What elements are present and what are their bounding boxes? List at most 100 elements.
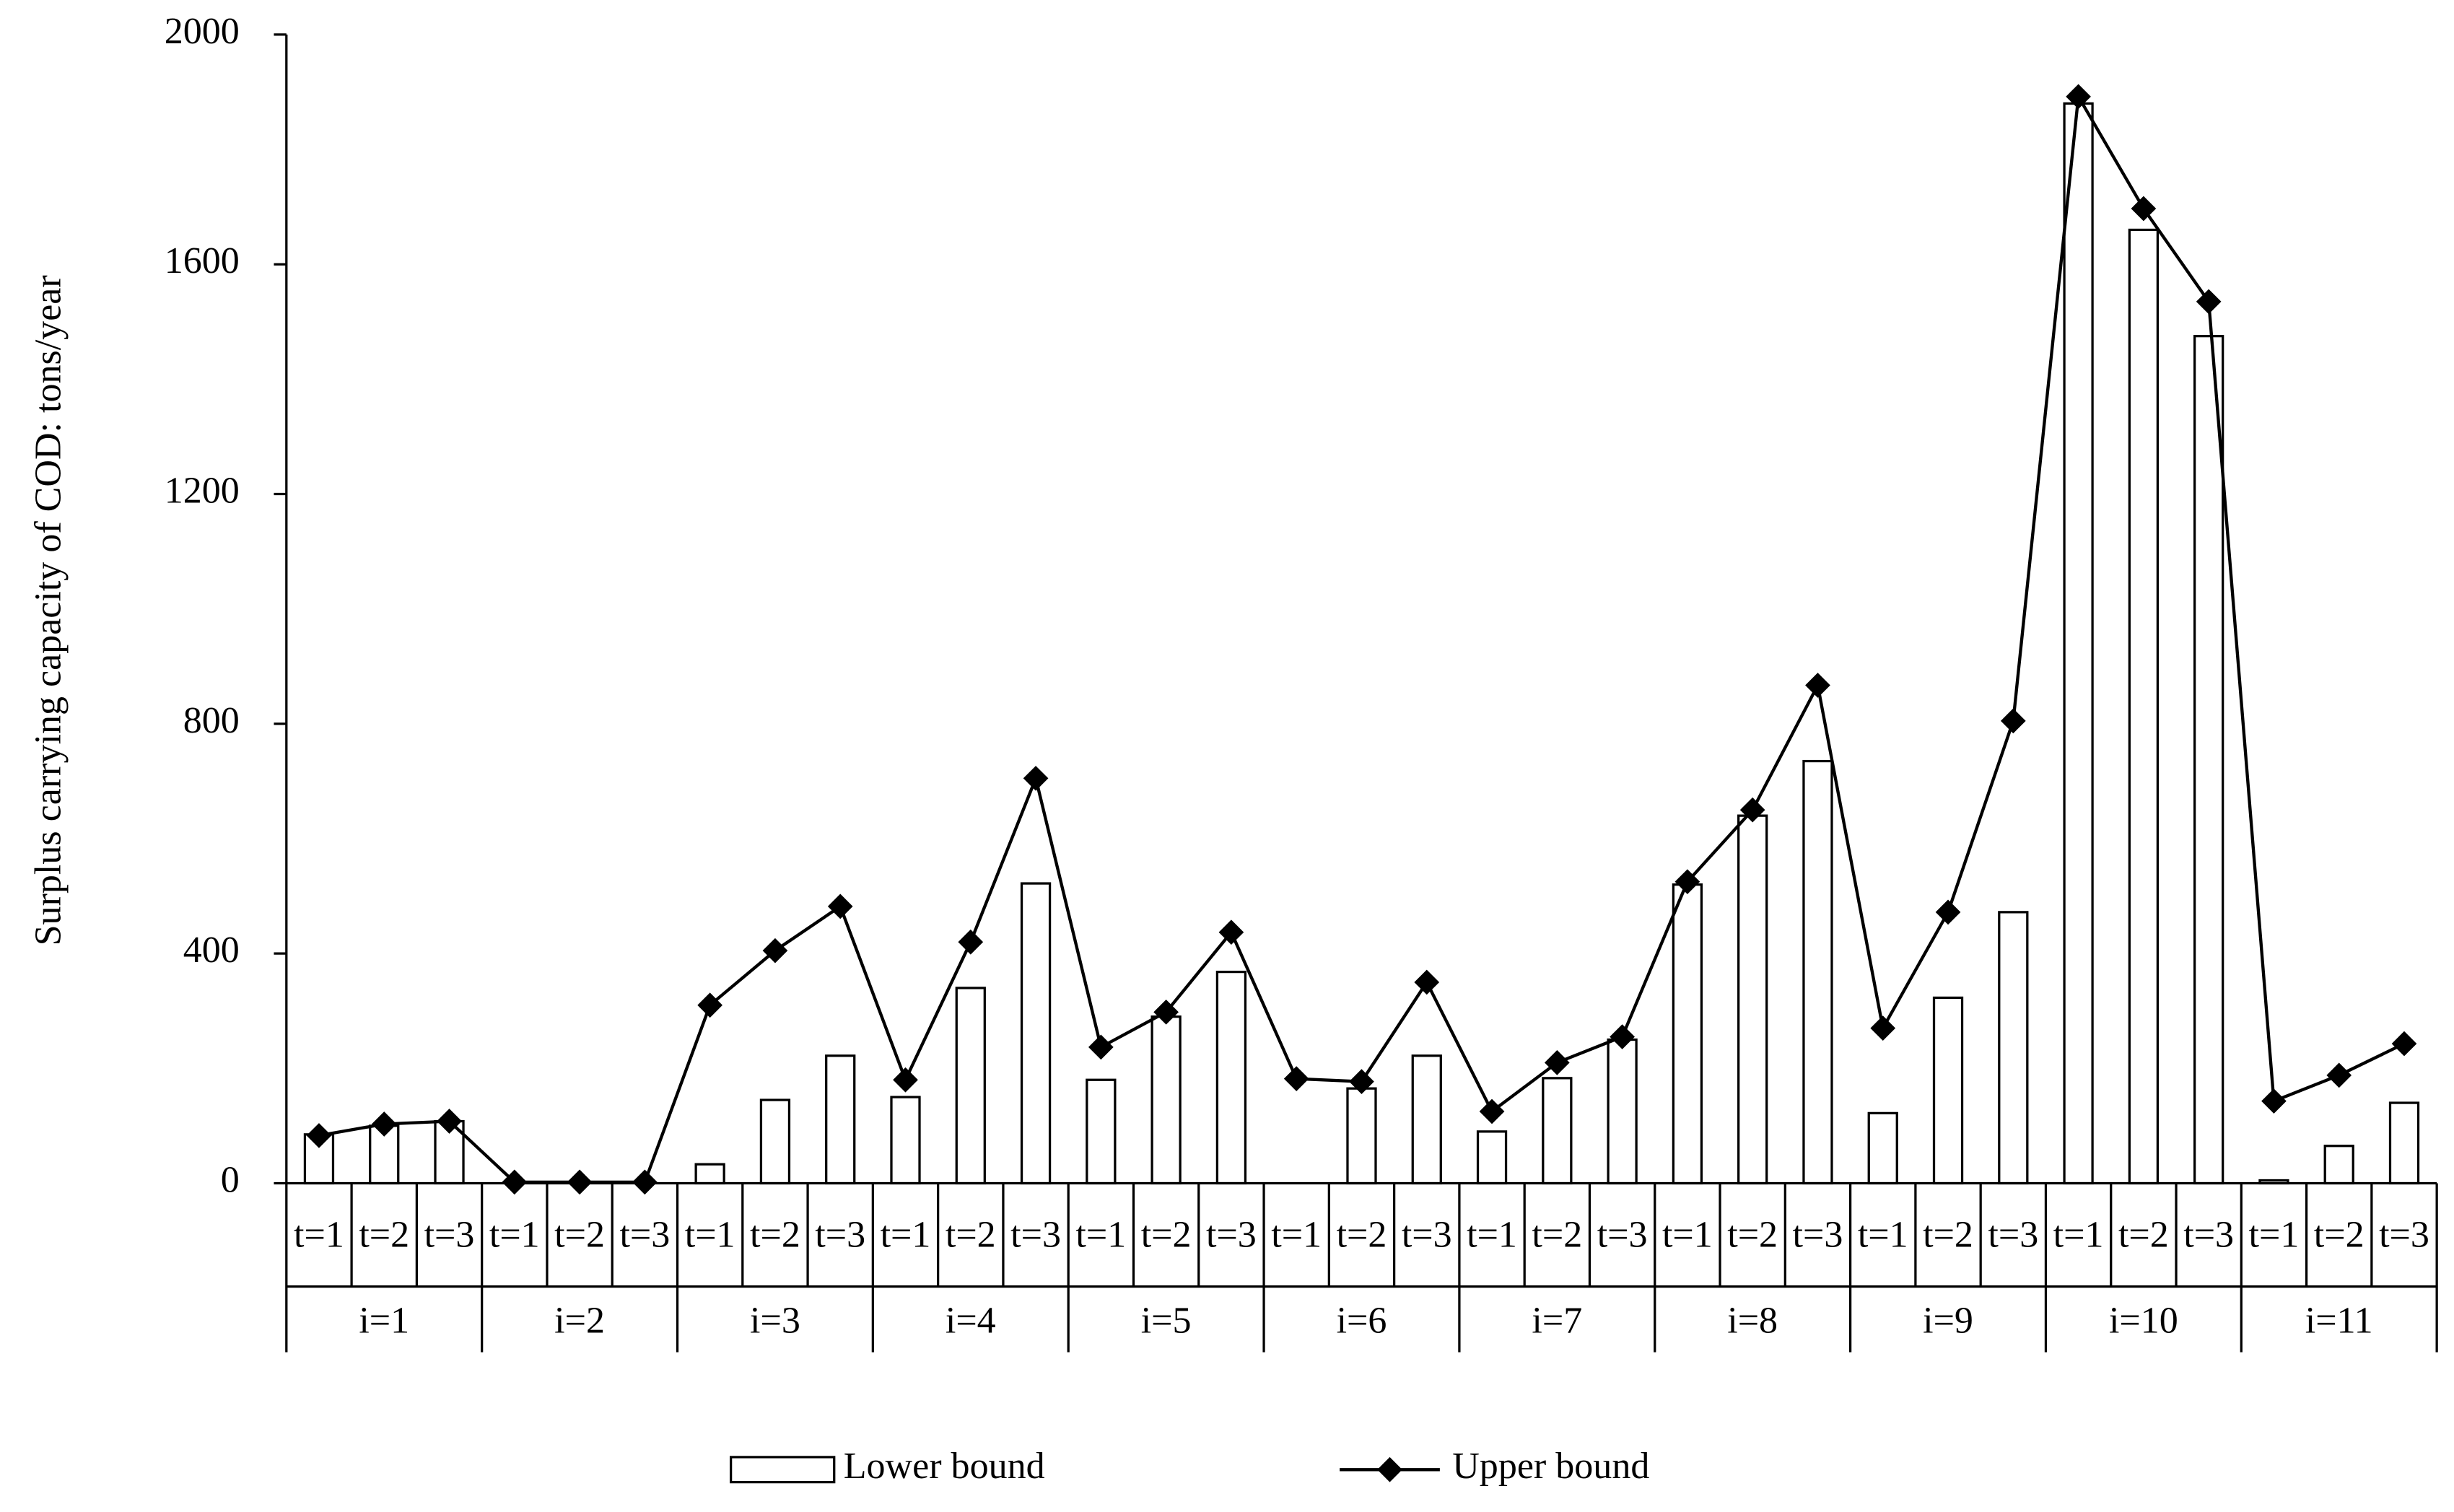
marker	[632, 1169, 658, 1195]
marker	[1870, 1015, 1896, 1041]
group-label: i=8	[1727, 1301, 1778, 1342]
x-tick-label: t=3	[815, 1214, 865, 1255]
y-tick-label: 0	[221, 1159, 240, 1200]
x-tick-label: t=1	[685, 1214, 735, 1255]
bar	[1346, 1087, 1377, 1185]
marker	[2196, 289, 2222, 315]
bar	[1476, 1130, 1508, 1185]
x-tick-label: t=2	[1141, 1214, 1192, 1255]
x-tick-label: t=2	[1532, 1214, 1582, 1255]
x-tick-label: t=1	[1858, 1214, 1908, 1255]
legend-label: Lower bound	[844, 1446, 1045, 1487]
bar	[1802, 759, 1833, 1185]
y-tick-label: 400	[183, 930, 240, 971]
x-tick-label: t=3	[1010, 1214, 1061, 1255]
marker	[1610, 1024, 1635, 1049]
marker	[502, 1169, 528, 1195]
marker	[1935, 899, 1961, 925]
bar	[759, 1098, 791, 1185]
marker	[306, 1123, 332, 1148]
legend-label: Upper bound	[1452, 1446, 1649, 1487]
x-tick-label: t=2	[1727, 1214, 1778, 1255]
marker	[437, 1109, 462, 1134]
x-tick-label: t=3	[424, 1214, 475, 1255]
bar	[1086, 1078, 1117, 1185]
x-tick-label: t=2	[1923, 1214, 1973, 1255]
marker	[2391, 1031, 2417, 1057]
marker	[827, 893, 853, 919]
x-tick-label: t=3	[2183, 1214, 2234, 1255]
legend-swatch	[730, 1456, 836, 1484]
bar	[1998, 911, 2029, 1185]
x-tick-label: t=1	[2249, 1214, 2300, 1255]
bar	[825, 1054, 856, 1185]
marker	[1479, 1098, 1505, 1124]
y-tick-label: 800	[183, 700, 240, 741]
bar	[1672, 883, 1703, 1185]
marker	[1218, 919, 1244, 945]
x-tick-label: t=2	[359, 1214, 409, 1255]
x-tick-label: t=1	[1467, 1214, 1517, 1255]
x-tick-label: t=1	[2053, 1214, 2104, 1255]
bar	[1867, 1111, 1898, 1185]
x-tick-label: t=2	[750, 1214, 800, 1255]
x-tick-label: t=1	[1662, 1214, 1713, 1255]
x-tick-label: t=2	[2314, 1214, 2365, 1255]
x-tick-label: t=2	[946, 1214, 996, 1255]
y-tick-label: 1600	[165, 240, 240, 281]
x-tick-label: t=1	[1075, 1214, 1126, 1255]
marker	[1283, 1066, 1309, 1091]
x-tick-label: t=2	[1337, 1214, 1387, 1255]
bar	[1737, 814, 1768, 1185]
marker	[2000, 708, 2026, 734]
marker	[2326, 1062, 2352, 1088]
marker	[893, 1067, 918, 1093]
group-label: i=11	[2305, 1301, 2373, 1342]
x-tick-label: t=3	[1402, 1214, 1452, 1255]
bar	[2193, 335, 2224, 1185]
bar	[694, 1163, 725, 1185]
bar	[1215, 970, 1247, 1185]
marker	[2131, 196, 2157, 222]
marker	[1414, 969, 1440, 995]
bar	[2258, 1179, 2289, 1185]
marker	[1674, 869, 1700, 895]
y-axis-title: Surplus carrying capacity of COD: tons/y…	[27, 275, 69, 945]
y-tick-label: 1200	[165, 470, 240, 511]
marker	[1153, 999, 1179, 1025]
x-tick-label: t=1	[489, 1214, 540, 1255]
bar	[2063, 102, 2094, 1185]
y-tick-label: 2000	[165, 11, 240, 52]
marker	[1023, 766, 1049, 791]
marker	[1544, 1050, 1570, 1075]
marker	[2261, 1088, 2287, 1114]
marker	[958, 929, 984, 955]
group-label: i=5	[1141, 1301, 1192, 1342]
marker	[1739, 797, 1765, 823]
bar	[1150, 1015, 1182, 1185]
x-tick-label: t=3	[1793, 1214, 1843, 1255]
bar	[2323, 1145, 2354, 1185]
bar	[2128, 228, 2160, 1185]
x-tick-label: t=3	[1988, 1214, 2038, 1255]
bar	[955, 987, 986, 1185]
bar	[1020, 882, 1052, 1185]
x-tick-label: t=3	[1597, 1214, 1648, 1255]
group-label: i=9	[1923, 1301, 1973, 1342]
group-label: i=1	[359, 1301, 409, 1342]
marker	[567, 1169, 593, 1195]
marker	[1349, 1069, 1374, 1094]
bar	[2388, 1101, 2420, 1185]
marker	[762, 938, 788, 963]
x-tick-label: t=2	[2118, 1214, 2169, 1255]
group-label: i=6	[1337, 1301, 1387, 1342]
bar	[1542, 1077, 1573, 1185]
marker	[1088, 1034, 1114, 1060]
x-tick-label: t=3	[1206, 1214, 1257, 1255]
bar	[1411, 1054, 1442, 1185]
marker	[2066, 84, 2091, 110]
bar	[890, 1096, 921, 1185]
group-label: i=4	[946, 1301, 996, 1342]
